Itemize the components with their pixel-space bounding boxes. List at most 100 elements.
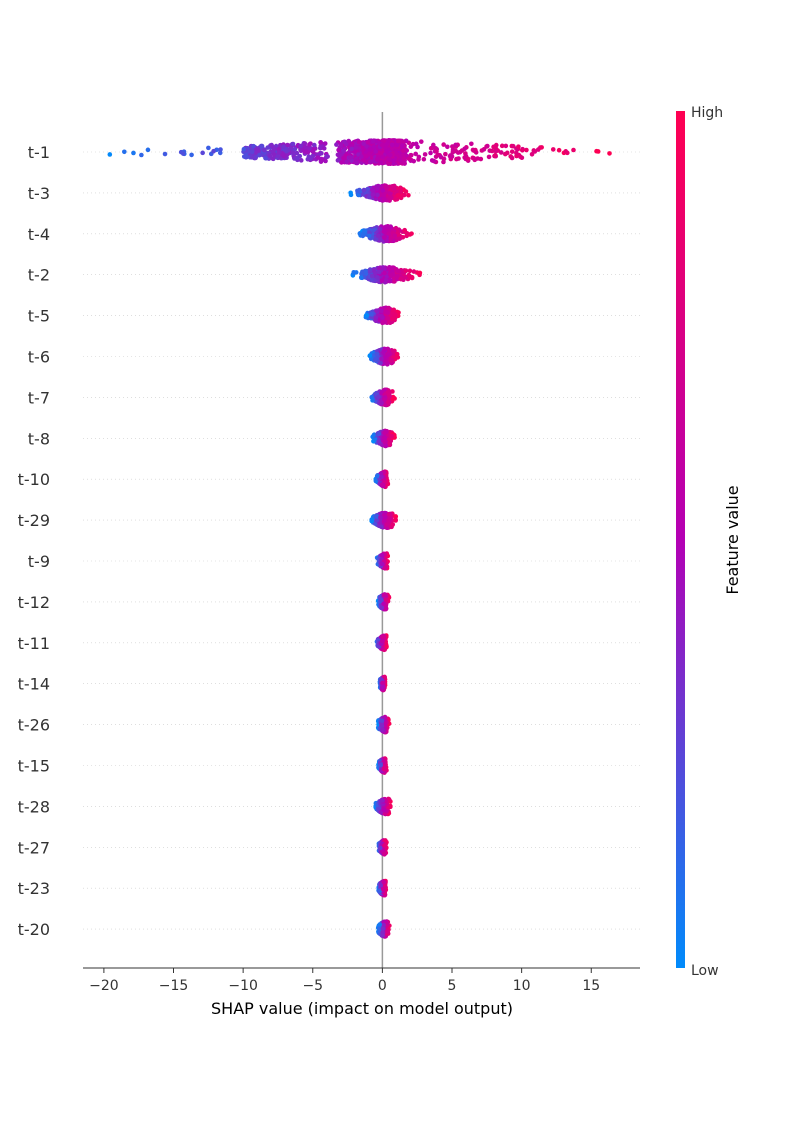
shap-dot	[324, 154, 329, 159]
shap-dot	[269, 143, 274, 148]
shap-dot	[383, 443, 388, 449]
shap-dot	[364, 144, 369, 149]
shap-dot	[361, 141, 366, 147]
shap-dot	[217, 150, 223, 156]
shap-dot	[381, 193, 386, 198]
shap-dot	[382, 270, 387, 276]
shap-dot	[379, 142, 385, 148]
shap-dot	[383, 183, 389, 189]
shap-dot	[401, 156, 407, 162]
shap-dot	[200, 150, 205, 156]
shap-dot	[376, 431, 382, 437]
shap-dot	[382, 439, 387, 445]
shap-dot	[131, 150, 136, 156]
shap-dot	[434, 149, 439, 154]
shap-dot	[380, 634, 386, 640]
shap-dot	[122, 149, 127, 155]
shap-dot	[249, 149, 255, 155]
shap-dot	[341, 155, 346, 161]
shap-dot	[449, 154, 455, 159]
shap-dot	[384, 149, 389, 154]
shap-dot	[378, 360, 383, 366]
shap-dot	[318, 140, 324, 145]
shap-dot	[384, 309, 389, 315]
shap-dot	[259, 143, 265, 149]
shap-dot	[375, 156, 380, 162]
shap-dot	[218, 147, 223, 152]
shap-dot	[524, 147, 529, 153]
feature-row-dots	[373, 469, 391, 490]
shap-dot	[406, 192, 411, 198]
shap-dot	[334, 142, 339, 147]
shap-dot	[376, 438, 382, 444]
shap-dot	[388, 273, 394, 278]
feature-row-dots	[107, 138, 612, 166]
shap-dot	[393, 518, 398, 523]
shap-dot	[387, 517, 392, 523]
shap-dot	[145, 147, 151, 153]
shap-dot	[403, 268, 409, 274]
shap-dot	[374, 308, 380, 313]
shap-dot	[375, 233, 381, 239]
shap-dot	[378, 160, 384, 165]
shap-dot	[315, 155, 321, 160]
shap-dot	[317, 145, 323, 151]
shap-dot	[369, 311, 374, 317]
shap-dot	[251, 143, 256, 149]
shap-dot	[369, 517, 374, 523]
shap-dot	[510, 143, 516, 149]
shap-dot	[341, 148, 346, 153]
shap-dot	[374, 275, 380, 280]
shap-dot	[389, 433, 395, 439]
shap-dot	[445, 144, 450, 150]
shap-dot	[409, 231, 414, 236]
shap-dot	[361, 187, 367, 193]
shap-dot	[285, 142, 290, 148]
shap-dot	[516, 144, 521, 149]
feature-row-dots	[377, 674, 388, 693]
shap-dot	[267, 153, 273, 158]
shap-dot	[284, 148, 289, 154]
shap-dot	[322, 141, 328, 146]
shap-dot	[397, 236, 402, 241]
feature-row-dots	[367, 346, 401, 367]
shap-dot	[504, 150, 510, 156]
shap-dot	[290, 141, 296, 147]
shap-dot	[206, 145, 211, 151]
shap-dot	[489, 148, 495, 154]
shap-dot	[376, 269, 382, 275]
shap-dot	[402, 227, 408, 233]
shap-dot	[367, 146, 373, 152]
shap-dot	[389, 142, 395, 148]
shap-dot	[401, 148, 406, 154]
shap-dot	[363, 268, 368, 274]
shap-dot	[263, 155, 268, 161]
shap-dot	[469, 141, 474, 147]
shap-dot	[428, 150, 433, 156]
shap-dot	[276, 146, 282, 152]
shap-dot	[305, 150, 311, 155]
shap-dot	[382, 346, 388, 352]
shap-dot	[211, 148, 216, 154]
shap-dot	[535, 147, 541, 152]
shap-dot	[249, 155, 255, 160]
shap-dot	[348, 190, 353, 196]
shap-dot	[257, 152, 262, 158]
shap-dot	[421, 156, 427, 162]
shap-dot	[378, 524, 384, 529]
shap-dot	[539, 145, 544, 150]
shap-dot	[382, 138, 387, 143]
shap-dot	[323, 158, 328, 164]
shap-dot	[383, 277, 389, 283]
shap-dot	[382, 397, 387, 402]
shap-dot	[380, 154, 385, 160]
feature-row-dots	[375, 714, 392, 735]
shap-dot	[312, 142, 317, 148]
shap-dot	[378, 597, 384, 603]
shap-dot	[356, 192, 361, 198]
shap-dot	[392, 312, 398, 318]
shap-dot	[241, 146, 247, 152]
shap-dot	[380, 638, 385, 644]
shap-dot	[387, 152, 393, 158]
shap-dot	[431, 158, 437, 164]
